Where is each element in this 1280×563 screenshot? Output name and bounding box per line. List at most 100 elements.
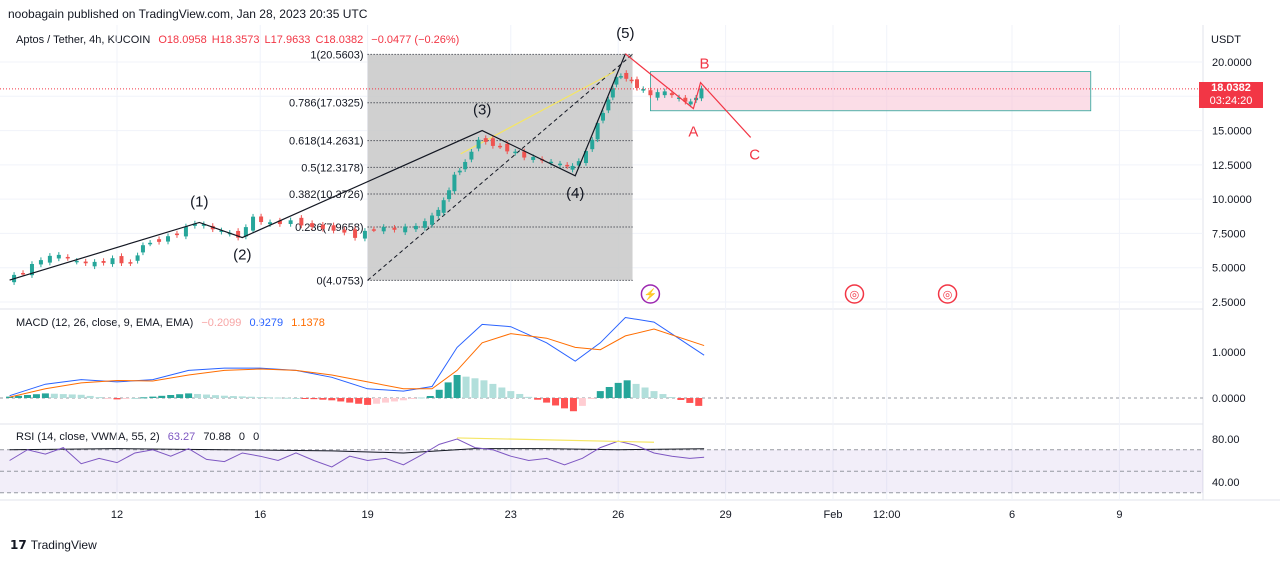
correction-wave-path xyxy=(624,53,752,138)
macd-histogram-bar xyxy=(6,396,14,398)
fib-trend-line xyxy=(367,53,633,281)
macd-histogram-bar xyxy=(417,397,425,399)
macd-histogram-bar xyxy=(158,395,166,398)
candle-body xyxy=(74,260,79,263)
elliott-wave-label: (2) xyxy=(233,247,251,264)
macd-histogram-bar xyxy=(453,375,461,398)
macd-histogram-bar xyxy=(59,394,67,398)
candle-body xyxy=(463,161,468,170)
candle-body xyxy=(600,112,605,121)
macd-histogram-bar xyxy=(140,397,148,399)
rsi-value: 63.27 xyxy=(167,431,196,443)
candle-body xyxy=(648,90,653,96)
rsi-line xyxy=(9,438,705,468)
macd-histogram-bar xyxy=(176,394,184,398)
candle-body xyxy=(110,258,115,265)
candle-body xyxy=(677,97,682,99)
candle-body xyxy=(641,89,646,91)
macd-histogram-bar xyxy=(614,382,622,398)
macd-histogram-bar xyxy=(534,398,542,400)
y-tick-label: 2.5000 xyxy=(1212,297,1246,309)
candle-body xyxy=(441,200,446,213)
macd-y-tick: 0.0000 xyxy=(1212,393,1246,405)
rsi-ma-line xyxy=(9,448,705,454)
ohlc-high: H18.3573 xyxy=(211,34,260,46)
candle-body xyxy=(331,225,336,231)
candle-body xyxy=(183,226,188,237)
y-tick-label: 5.0000 xyxy=(1212,263,1246,275)
lightning-icon xyxy=(640,284,661,304)
candle-body xyxy=(576,161,581,166)
candle-body xyxy=(683,97,688,102)
macd-histogram-bar xyxy=(122,398,130,399)
macd-histogram-bar xyxy=(489,383,497,398)
candle-body xyxy=(595,123,600,140)
macd-histogram-bar xyxy=(561,398,568,409)
target-zone-box xyxy=(650,71,1092,112)
rsi-extra-1: 0 xyxy=(238,431,246,443)
macd-histogram-bar xyxy=(24,395,31,398)
macd-histogram-bar xyxy=(408,398,416,399)
candle-body xyxy=(422,221,427,228)
macd-histogram-bar xyxy=(194,393,202,398)
macd-histogram-bar xyxy=(220,395,228,398)
candle-body xyxy=(148,242,153,245)
macd-histogram-bar xyxy=(355,398,363,404)
macd-histogram-bar xyxy=(149,396,157,398)
us-flag-icon: ◎ xyxy=(850,289,860,301)
macd-histogram-bar xyxy=(623,380,631,398)
macd-histogram-bar xyxy=(238,396,246,398)
macd-histogram-bar xyxy=(587,398,595,399)
macd-histogram-bar xyxy=(95,397,103,399)
elliott-wave-label: (5) xyxy=(616,25,634,42)
macd-hist-value: −0.2099 xyxy=(201,317,242,329)
candle-body xyxy=(610,88,615,98)
macd-histogram-bar xyxy=(274,397,282,399)
rsi-title[interactable]: RSI (14, close, VWMA, 55, 2) xyxy=(16,431,160,443)
candle-body xyxy=(119,256,124,264)
candle-body xyxy=(583,151,588,164)
y-tick-label: 12.5000 xyxy=(1212,160,1252,172)
macd-histogram-bar xyxy=(292,398,300,399)
macd-histogram-bar xyxy=(677,398,685,400)
candle-body xyxy=(38,260,43,265)
macd-histogram-bar xyxy=(301,398,309,399)
rsi-legend: RSI (14, close, VWMA, 55, 2) 63.27 70.88… xyxy=(16,431,264,443)
x-tick-label: 12 xyxy=(111,509,123,521)
x-tick-label: 6 xyxy=(1009,509,1015,521)
macd-histogram-bar xyxy=(41,393,49,398)
last-price-label: 18.0382 03:24:20 xyxy=(1199,82,1263,108)
macd-histogram-bar xyxy=(247,396,255,398)
footer-brand[interactable]: 17 TradingView xyxy=(10,538,97,552)
candle-body xyxy=(430,215,435,225)
y-tick-label: 10.0000 xyxy=(1212,194,1252,206)
candle-body xyxy=(490,138,495,146)
fib-level-label: 0.786(17.0325) xyxy=(289,98,364,110)
rsi-divergence-line xyxy=(457,437,655,443)
candle-body xyxy=(299,217,304,226)
x-tick-label: 16 xyxy=(254,509,266,521)
macd-histogram-bar xyxy=(641,387,649,398)
macd-histogram-bar xyxy=(668,397,676,399)
candle-body xyxy=(629,79,634,82)
macd-histogram-bar xyxy=(328,398,336,401)
macd-histogram-bar xyxy=(543,398,551,403)
macd-histogram-bar xyxy=(632,383,640,398)
candle-body xyxy=(251,216,256,231)
macd-histogram-bar xyxy=(319,398,327,400)
macd-histogram-bar xyxy=(167,395,175,398)
us-flag-icon xyxy=(937,284,958,304)
x-tick-label: 19 xyxy=(361,509,373,521)
macd-histogram-bar xyxy=(346,398,354,403)
candle-body xyxy=(452,174,457,192)
rsi-y-tick: 80.00 xyxy=(1212,434,1240,446)
macd-histogram-bar xyxy=(426,395,434,398)
rsi-y-tick: 40.00 xyxy=(1212,477,1240,489)
macd-title[interactable]: MACD (12, 26, close, 9, EMA, EMA) xyxy=(16,317,194,329)
price-change: −0.0477 (−0.26%) xyxy=(371,34,460,46)
candle-body xyxy=(29,263,34,276)
macd-signal-line xyxy=(9,328,705,398)
fib-level-label: 0(4.0753) xyxy=(317,275,364,287)
elliott-wave-label: (4) xyxy=(566,185,584,202)
